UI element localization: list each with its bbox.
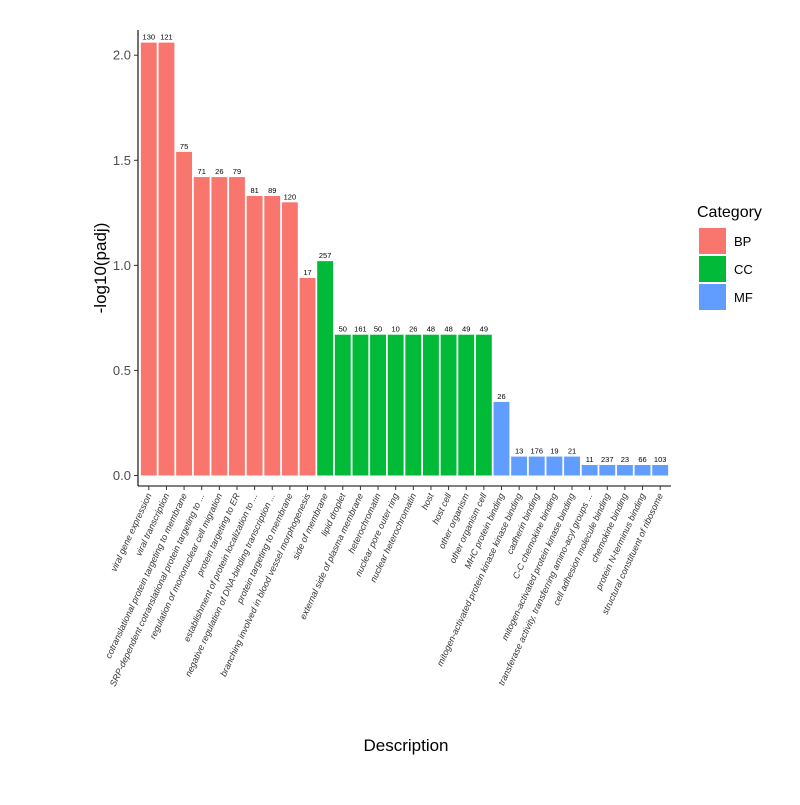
bar-count-label: 23	[621, 455, 629, 464]
legend-label: BP	[734, 234, 751, 249]
bar-count-label: 26	[497, 392, 505, 401]
bar-19	[458, 334, 475, 476]
bar-22	[511, 456, 528, 476]
bar-27	[599, 464, 616, 476]
bar-count-label: 121	[160, 33, 173, 42]
bar-25	[564, 456, 580, 476]
bar-23	[528, 456, 545, 476]
bar-10	[299, 277, 316, 476]
bar-count-label: 13	[515, 447, 523, 456]
bar-2	[158, 42, 175, 476]
bar-15	[387, 334, 404, 476]
bar-8	[264, 196, 281, 476]
bar-count-label: 75	[180, 142, 188, 151]
bar-count-label: 66	[638, 455, 646, 464]
bar-count-label: 161	[354, 325, 367, 334]
x-axis-title: Description	[363, 736, 448, 755]
bar-count-label: 130	[143, 33, 156, 42]
bar-count-label: 71	[198, 167, 206, 176]
y-tick-label: 2.0	[113, 48, 131, 63]
bar-count-label: 103	[654, 455, 667, 464]
bar-30	[652, 464, 669, 476]
bar-1	[140, 42, 157, 476]
bar-count-label: 48	[427, 325, 435, 334]
legend-key-bp	[699, 228, 726, 254]
bar-count-label: 26	[409, 325, 417, 334]
bar-11	[317, 261, 334, 476]
x-tick-label: host	[420, 491, 436, 511]
bar-count-label: 176	[530, 447, 543, 456]
y-axis-title: -log10(padj)	[91, 223, 110, 314]
bar-28	[616, 464, 633, 476]
bar-16	[405, 334, 422, 476]
legend-key-mf	[699, 284, 726, 310]
legend: Category BP CC MF	[697, 204, 762, 310]
x-tick-label: mitogen-activated protein kinase kinase …	[435, 492, 524, 668]
y-tick-label: 0.0	[113, 468, 131, 483]
bar-count-label: 50	[339, 325, 347, 334]
y-tick-label: 1.0	[113, 258, 131, 273]
legend-label: MF	[734, 290, 753, 305]
bar-count-label: 11	[586, 455, 594, 464]
bar-5	[211, 177, 228, 476]
bars-layer	[140, 42, 669, 476]
bar-count-label: 17	[303, 268, 311, 277]
bar-21	[493, 401, 510, 476]
axes-layer: 0.0 0.5 1.0 1.5 2.0	[113, 30, 671, 490]
bar-29	[634, 464, 651, 476]
bar-12	[334, 334, 351, 476]
y-tick-label: 1.5	[113, 153, 131, 168]
bar-count-label: 49	[462, 325, 470, 334]
bar-count-label: 19	[550, 447, 558, 456]
bar-count-label: 120	[284, 192, 297, 201]
bar-24	[546, 456, 563, 476]
legend-title: Category	[697, 204, 762, 221]
bar-20	[475, 334, 492, 476]
bar-4	[193, 177, 210, 476]
bar-count-label: 48	[444, 325, 452, 334]
bar-9	[281, 202, 298, 476]
bar-count-label: 50	[374, 325, 382, 334]
legend-key-cc	[699, 256, 726, 282]
bar-14	[370, 334, 386, 476]
bar-6	[229, 177, 245, 476]
bar-count-label: 49	[480, 325, 488, 334]
bar-count-label: 21	[568, 447, 576, 456]
bar-18	[440, 334, 457, 476]
bar-count-label: 26	[215, 167, 223, 176]
bar-3	[176, 151, 193, 476]
bar-26	[581, 464, 598, 476]
bar-count-label: 89	[268, 186, 276, 195]
bar-count-label: 79	[233, 167, 241, 176]
bar-7	[246, 196, 263, 476]
bar-count-label: 81	[250, 186, 258, 195]
bar-13	[352, 334, 369, 476]
legend-label: CC	[734, 262, 753, 277]
y-tick-label: 0.5	[113, 363, 131, 378]
bar-count-label: 257	[319, 251, 332, 260]
bar-count-label: 10	[392, 325, 400, 334]
bar-count-label: 237	[601, 455, 614, 464]
bar-17	[423, 334, 439, 476]
